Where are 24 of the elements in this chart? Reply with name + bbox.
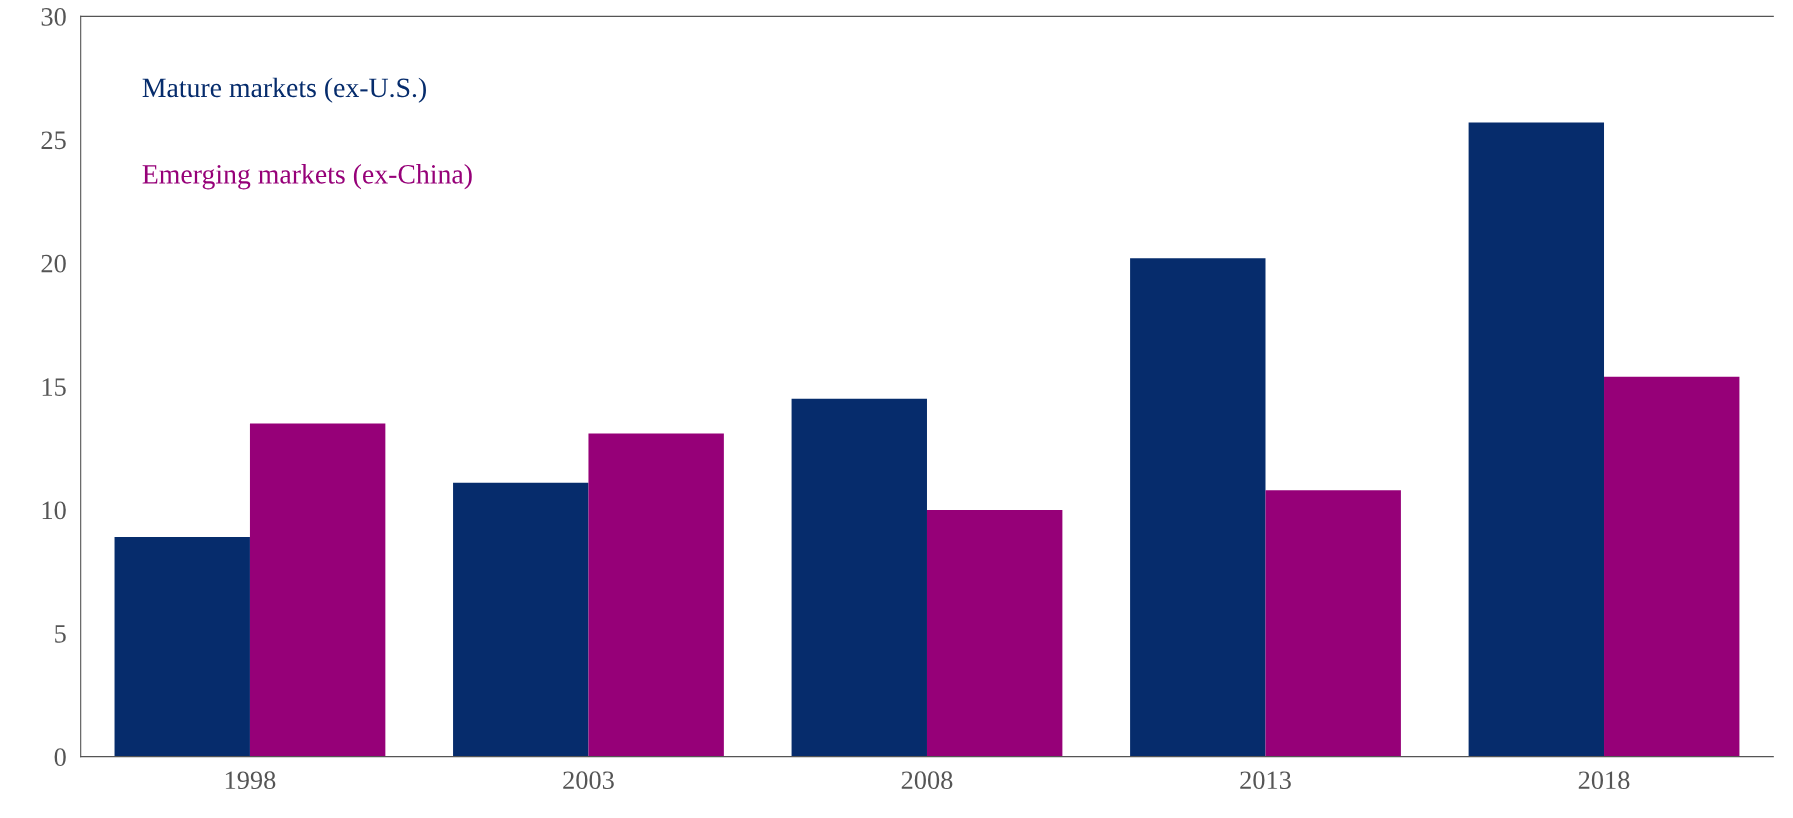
y-tick-label: 5 <box>55 625 66 643</box>
bar <box>1468 122 1605 757</box>
bar <box>114 537 250 757</box>
x-tick-label: 2018 <box>1578 771 1630 790</box>
y-tick-label: 25 <box>41 131 66 150</box>
x-tick-label: 2013 <box>1240 771 1291 790</box>
x-tick-label: 2008 <box>901 771 953 790</box>
text: Emerging markets (ex-China) <box>142 164 472 190</box>
x-tick-label: 2003 <box>563 771 614 790</box>
bar <box>1604 376 1740 757</box>
y-tick-label: 15 <box>42 378 66 396</box>
bar <box>926 509 1063 757</box>
y-tick-label: 0 <box>54 748 66 767</box>
y-tick-label: 30 <box>41 7 66 26</box>
y-tick-label: 10 <box>42 501 66 520</box>
bar <box>249 423 386 757</box>
bar <box>1265 490 1401 757</box>
text: Mature markets (ex-U.S.) <box>142 77 426 103</box>
x-tick-label: 1998 <box>225 771 276 790</box>
bar <box>588 433 724 757</box>
bar <box>791 398 927 757</box>
bar <box>453 482 589 757</box>
bar <box>1130 258 1266 757</box>
y-tick-label: 20 <box>41 254 66 273</box>
